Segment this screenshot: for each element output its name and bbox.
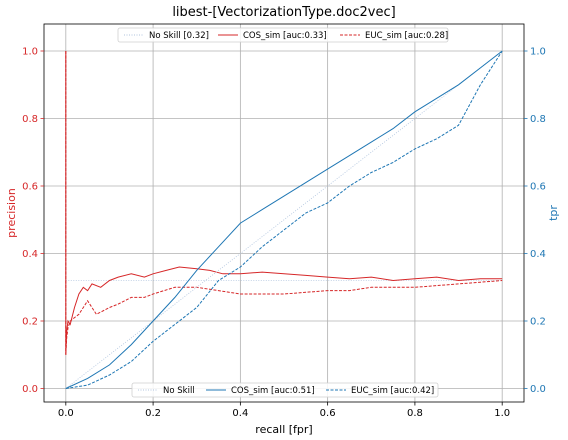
y-axis-left-title: precision: [5, 188, 18, 238]
y-right-tick-label: 0.6: [530, 182, 546, 193]
x-tick-label: 0.8: [407, 408, 423, 419]
legend-top: No Skill [0.32] COS_sim [auc:0.33] EUC_sim…: [118, 28, 448, 42]
y-left-tick-label: 0.4: [22, 249, 38, 260]
y-axis-right-title: tpr: [547, 205, 560, 221]
y-left-tick-label: 0.8: [22, 114, 38, 125]
y-left-tick-label: 0.6: [22, 182, 38, 193]
x-tick-label: 0.2: [145, 408, 161, 419]
legend-label: COS_sim [auc:0.33]: [243, 31, 327, 41]
legend-label: No Skill: [163, 386, 195, 396]
x-tick-label: 0.0: [58, 408, 74, 419]
y-right-tick-label: 0.4: [530, 249, 546, 260]
legend-label: EUC_sim [auc:0.28]: [365, 31, 448, 41]
x-tick-label: 0.6: [320, 408, 336, 419]
y-right-tick-label: 0.8: [530, 114, 546, 125]
y-left-tick-label: 1.0: [22, 47, 38, 58]
legend-label: COS_sim [auc:0.51]: [231, 386, 315, 396]
x-tick-label: 1.0: [494, 408, 510, 419]
legend-label: No Skill [0.32]: [149, 31, 209, 41]
x-axis-title: recall [fpr]: [255, 423, 312, 436]
y-left-tick-label: 0.2: [22, 317, 38, 328]
y-left-tick-label: 0.0: [22, 384, 38, 395]
legend-bottom: No Skill COS_sim [auc:0.51] EUC_sim [auc:0…: [132, 383, 438, 397]
y-right-tick-label: 0.0: [530, 384, 546, 395]
y-right-tick-label: 1.0: [530, 47, 546, 58]
y-right-tick-label: 0.2: [530, 317, 546, 328]
legend-label: EUC_sim [auc:0.42]: [351, 386, 434, 396]
x-tick-label: 0.4: [232, 408, 248, 419]
chart-title: libest-[VectorizationType.doc2vec]: [172, 5, 395, 20]
